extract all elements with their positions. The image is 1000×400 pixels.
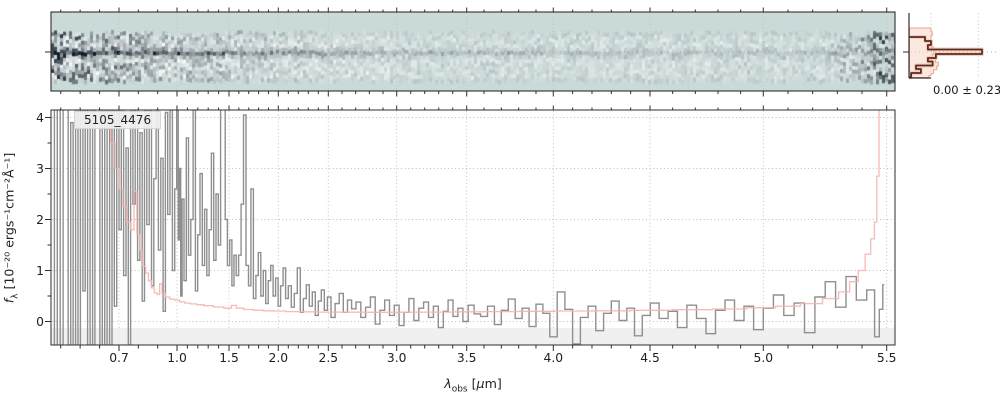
x-tick-label: 5.5 xyxy=(876,351,897,365)
y-tick-label: 0 xyxy=(36,314,44,329)
x-tick-label: 2.0 xyxy=(268,351,289,365)
x-tick-label: 1.0 xyxy=(167,351,187,365)
y-tick-label: 1 xyxy=(36,263,44,278)
y-tick-label: 4 xyxy=(36,110,44,125)
profile-line xyxy=(909,36,983,79)
mu-symbol: μ xyxy=(476,376,485,391)
error-spectrum-line xyxy=(103,110,880,313)
x-tick-label: 4.5 xyxy=(640,351,660,365)
x-tick-label: 1.5 xyxy=(219,351,239,365)
profile-stats-label: 0.00 ± 0.23 xyxy=(933,83,1000,97)
x-tick-label: 4.0 xyxy=(543,351,564,365)
y-tick-label: 2 xyxy=(36,212,44,227)
x-tick-label: 0.7 xyxy=(109,351,129,365)
x-tick-label: 2.5 xyxy=(318,351,339,365)
lambda-symbol: λ xyxy=(444,376,452,391)
source-id-label: 5105_4476 xyxy=(74,111,162,129)
profile-error-band xyxy=(909,27,939,78)
flux-symbol: f xyxy=(1,298,17,304)
spectrum-2d-image xyxy=(51,12,895,91)
x-tick-label: 3.5 xyxy=(456,351,477,365)
x-axis-label: λobs [μm] xyxy=(444,376,502,395)
x-tick-label: 5.0 xyxy=(753,351,774,365)
y-tick-label: 3 xyxy=(36,161,44,176)
x-tick-label: 3.0 xyxy=(386,351,407,365)
